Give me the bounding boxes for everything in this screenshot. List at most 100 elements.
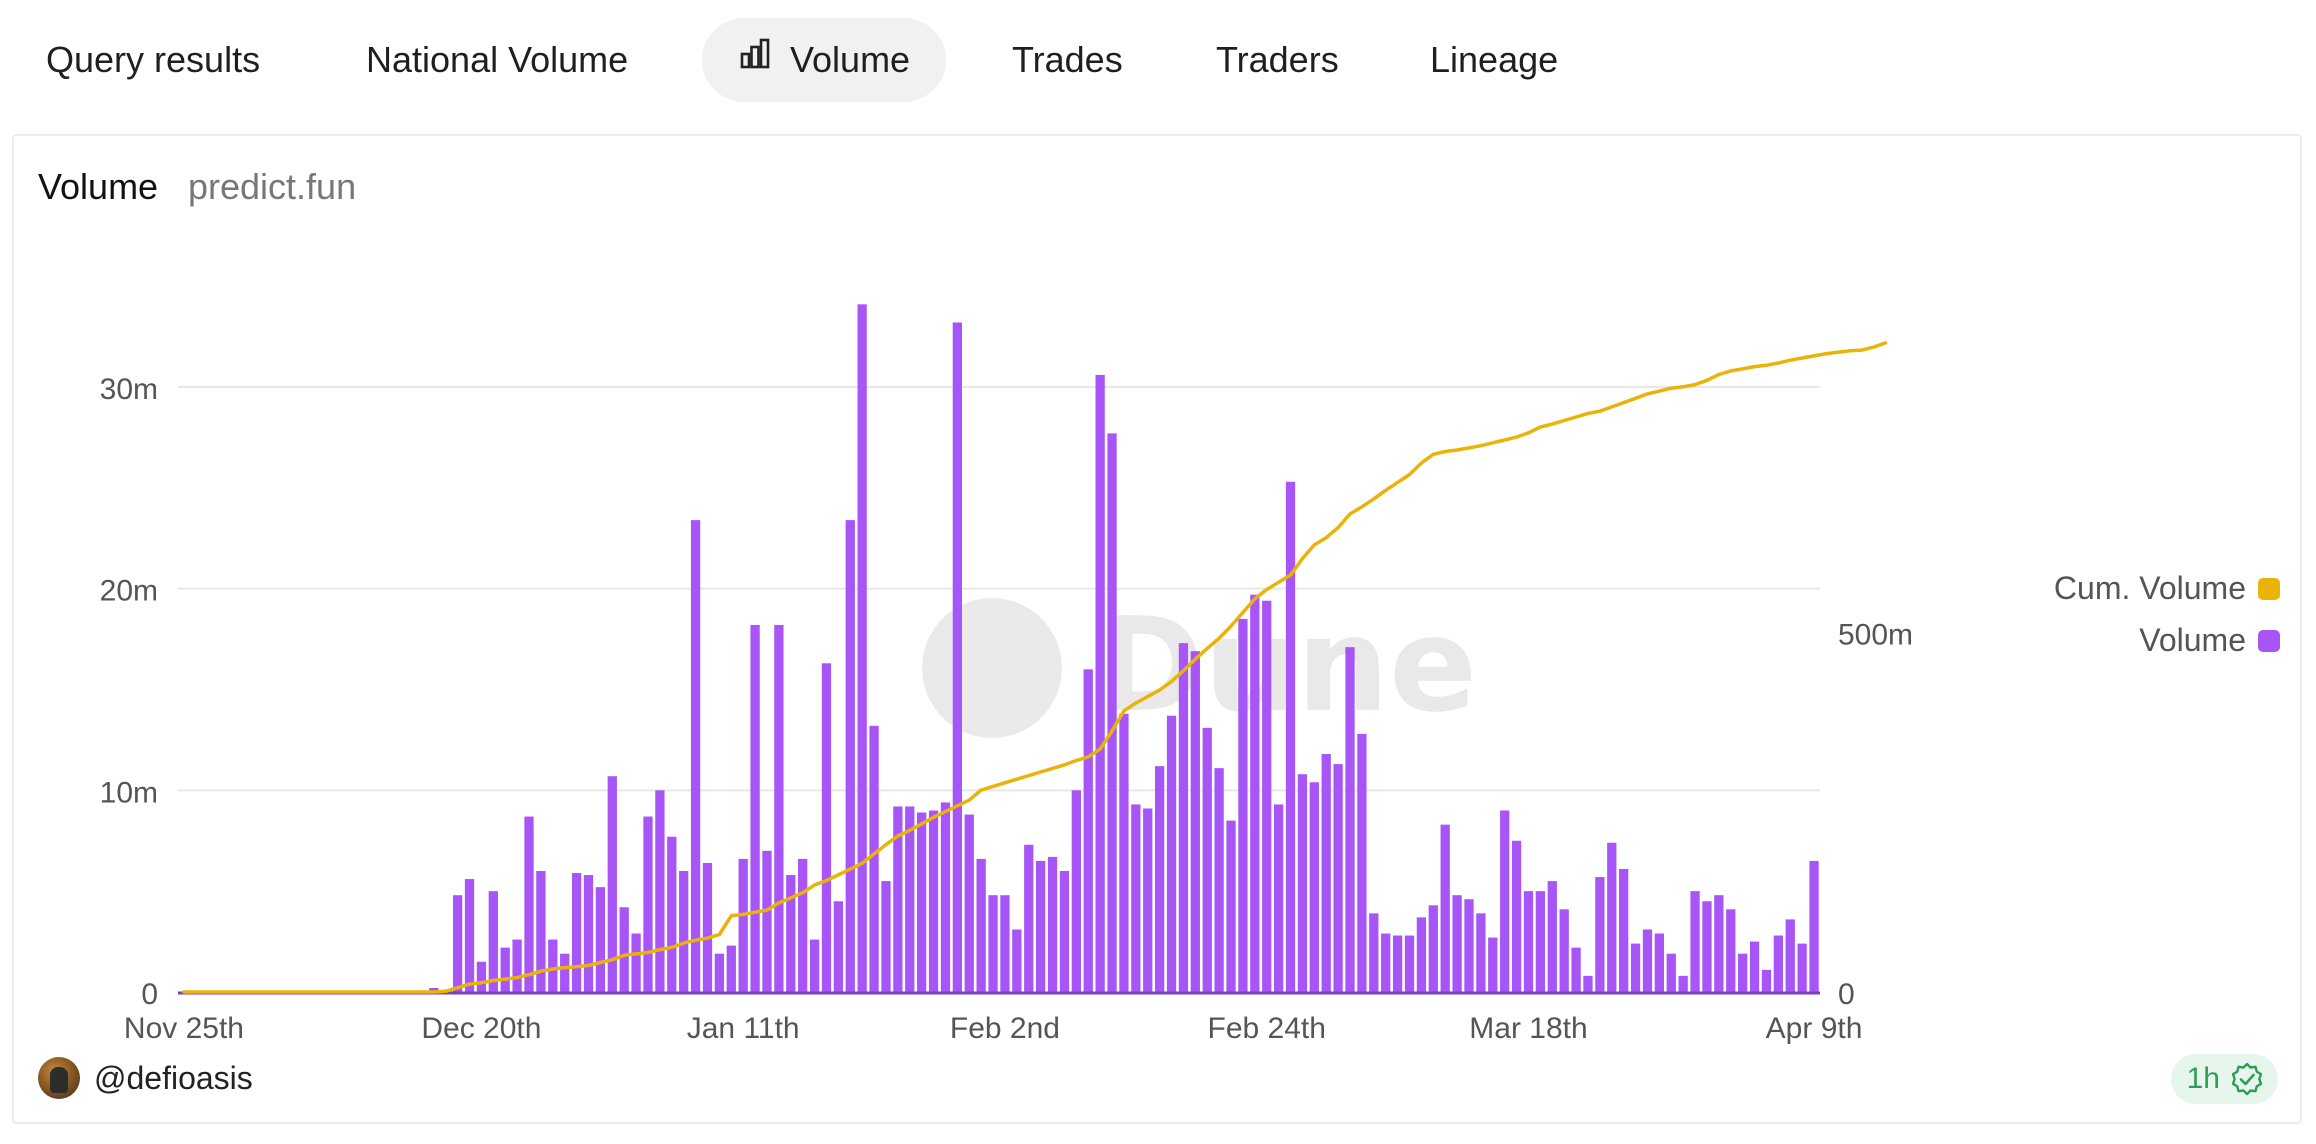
volume-bar	[1178, 643, 1189, 992]
author-name: @defioasis	[94, 1059, 253, 1096]
legend-item-cum-volume[interactable]: Cum. Volume	[2054, 562, 2280, 614]
watermark-logo	[922, 598, 1062, 738]
y-left-tick-label: 20m	[100, 575, 158, 608]
legend-swatch-cum-volume	[2258, 577, 2280, 600]
chart-subtitle: predict.fun	[188, 166, 357, 207]
y-left-tick-label: 0	[141, 978, 158, 1011]
volume-bar	[1131, 804, 1141, 992]
volume-bar	[476, 961, 487, 992]
volume-bar	[988, 895, 998, 992]
volume-bar	[643, 816, 653, 992]
volume-bar	[1345, 647, 1355, 992]
volume-bar	[1571, 947, 1581, 992]
volume-bar	[1749, 941, 1760, 992]
volume-bar	[429, 987, 439, 992]
volume-bar	[1012, 929, 1022, 992]
volume-bar	[1642, 929, 1653, 992]
volume-bar	[1416, 917, 1427, 992]
tab-lineage[interactable]: Lineage	[1430, 39, 1559, 80]
tab-query-results[interactable]: Query results	[46, 39, 261, 80]
volume-bar	[774, 624, 784, 992]
legend-item-volume[interactable]: Volume	[2054, 614, 2280, 666]
volume-bar	[1202, 727, 1212, 992]
volume-bar	[548, 939, 558, 992]
volume-bar	[738, 858, 748, 992]
volume-bar	[1047, 856, 1058, 992]
volume-bar	[917, 812, 927, 992]
volume-bar	[869, 725, 879, 992]
volume-bar	[1166, 715, 1177, 992]
volume-bar	[1714, 895, 1724, 992]
y-right-tick-label: 500m	[1838, 619, 1913, 652]
volume-bar	[1500, 810, 1510, 992]
volume-bar	[655, 790, 665, 992]
volume-bar	[631, 933, 641, 992]
volume-bar	[1773, 935, 1783, 992]
volume-bar	[1595, 877, 1605, 992]
volume-bar	[1476, 913, 1486, 992]
volume-bar	[464, 879, 475, 992]
y-left-tick-label: 30m	[100, 373, 158, 406]
volume-bar	[679, 871, 689, 992]
tab-volume-label: Volume	[790, 39, 911, 80]
refresh-badge[interactable]: 1h	[2170, 1054, 2278, 1104]
volume-bar	[940, 802, 951, 992]
bar-chart-icon	[738, 16, 772, 100]
volume-bar	[762, 850, 772, 992]
author-link[interactable]: @defioasis	[38, 1056, 253, 1100]
volume-bar	[833, 901, 844, 992]
volume-bar	[1559, 909, 1569, 992]
volume-bar	[1583, 975, 1593, 992]
volume-bar	[1523, 891, 1534, 992]
volume-bar	[690, 520, 701, 992]
volume-bar	[583, 875, 594, 992]
volume-bar	[1071, 790, 1081, 992]
x-tick-label: Jan 11th	[687, 1012, 800, 1045]
volume-bar	[1000, 895, 1010, 992]
volume-bar	[928, 810, 939, 992]
x-tick-label: Feb 2nd	[950, 1012, 1060, 1045]
volume-bar	[1666, 953, 1676, 992]
volume-bar	[1761, 969, 1772, 992]
volume-bar	[1214, 768, 1224, 992]
tab-trades[interactable]: Trades	[1012, 39, 1123, 80]
volume-bar	[1297, 774, 1308, 992]
volume-bar	[726, 945, 736, 992]
volume-bar	[1309, 782, 1319, 992]
volume-bar	[1630, 943, 1641, 992]
volume-bar	[1273, 804, 1284, 992]
volume-bar	[821, 663, 832, 992]
volume-bar	[1726, 909, 1736, 992]
volume-bar	[1404, 935, 1415, 992]
volume-bar	[1285, 481, 1296, 992]
x-tick-label: Nov 25th	[124, 1012, 244, 1045]
volume-bar	[512, 939, 522, 992]
volume-bar	[452, 895, 463, 992]
volume-bar	[809, 939, 820, 992]
volume-bar	[714, 953, 725, 992]
x-tick-label: Dec 20th	[421, 1012, 541, 1045]
volume-bar	[500, 947, 510, 992]
chart-legend: Cum. Volume Volume	[2054, 562, 2280, 666]
tab-traders[interactable]: Traders	[1216, 39, 1339, 80]
volume-bar	[1535, 891, 1546, 992]
volume-bar	[1547, 881, 1557, 992]
volume-bar	[1488, 937, 1498, 992]
volume-bar	[536, 871, 546, 992]
volume-bar	[1333, 764, 1343, 992]
tab-national-volume[interactable]: National Volume	[366, 39, 629, 80]
tab-volume[interactable]: Volume	[702, 16, 947, 102]
volume-bar	[786, 875, 796, 992]
volume-bar	[1250, 594, 1260, 992]
volume-bar	[1428, 905, 1438, 992]
volume-bar	[1607, 842, 1617, 992]
volume-bar	[1381, 933, 1391, 992]
volume-bar	[1024, 844, 1034, 992]
volume-bar	[619, 907, 629, 992]
volume-bar	[1797, 943, 1807, 992]
chart-title: Volume	[38, 166, 159, 207]
volume-bar	[1262, 600, 1272, 992]
volume-bar	[1226, 820, 1236, 992]
volume-bar	[560, 953, 570, 992]
volume-bar	[976, 858, 986, 992]
